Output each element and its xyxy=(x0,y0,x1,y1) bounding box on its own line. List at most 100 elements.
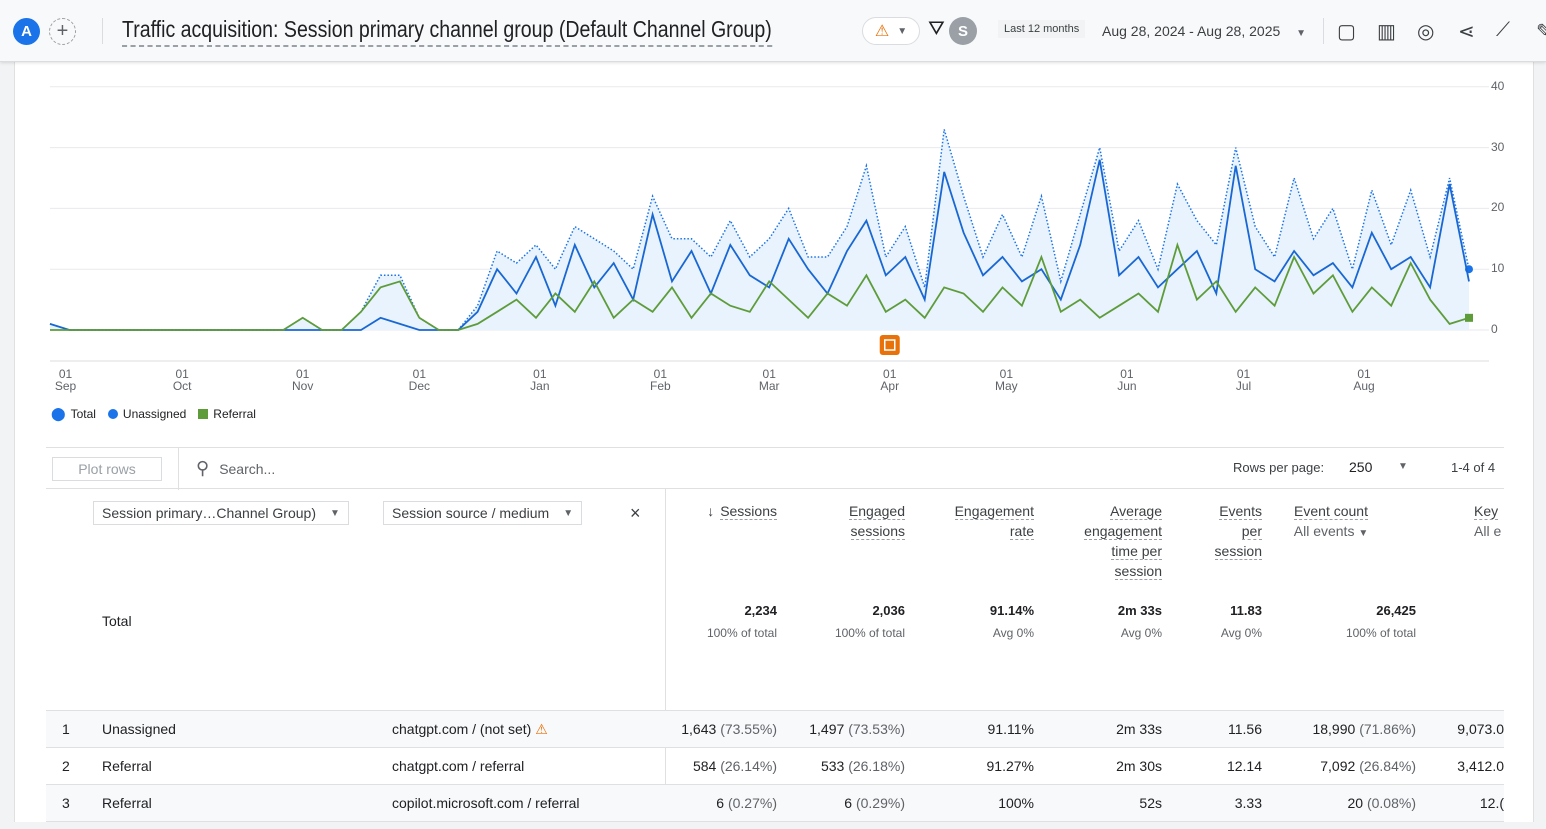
date-range-picker[interactable]: Aug 28, 2024 - Aug 28, 2025 ▼ xyxy=(1102,23,1306,39)
x-tick-label: 01 May xyxy=(986,368,1026,392)
filter-icon[interactable]: ⛛ xyxy=(928,18,945,40)
primary-dimension-select[interactable]: Session primary…Channel Group) ▼ xyxy=(93,501,349,525)
metric-value: 12.14 xyxy=(1226,758,1262,774)
total-value: 2,036 xyxy=(872,603,905,618)
trend-icon[interactable]: ⟋ xyxy=(1496,19,1510,41)
x-tick-label: 01 Sep xyxy=(46,368,86,392)
metric-value: 9,073.0 xyxy=(1457,721,1504,737)
x-tick-day: 01 xyxy=(175,367,189,381)
compare-icon[interactable]: ▥ xyxy=(1377,21,1396,43)
report-card: 01 Sep 01 Oct 01 Nov 01 Dec 01 Jan 01 Feb 01 Mar 01 Apr… xyxy=(14,62,1534,822)
header-text: engagement xyxy=(1084,523,1162,540)
metric-value: 2m 33s xyxy=(1116,721,1162,737)
x-tick-label: 01 Feb xyxy=(640,368,680,392)
x-tick-day: 01 xyxy=(1236,367,1251,381)
sort-arrow-icon: ↓ xyxy=(707,503,715,519)
chevron-down-icon: ▼ xyxy=(1296,28,1307,39)
header-subselect[interactable]: All e xyxy=(1474,523,1502,539)
notes-icon[interactable]: ▢ xyxy=(1337,21,1356,43)
metric-percent: (0.27%) xyxy=(727,795,777,811)
legend-total[interactable]: ⬤ Total xyxy=(51,406,96,422)
table-toolbar: Plot rows ⚲ Search... Rows per page: 250 … xyxy=(46,447,1504,490)
user-avatar[interactable]: S xyxy=(949,17,977,45)
data-table: Session primary…Channel Group) ▼ Session … xyxy=(46,489,1504,829)
secondary-dimension-select[interactable]: Session source / medium ▼ xyxy=(383,501,583,525)
metric-value: 2m 30s xyxy=(1116,758,1162,774)
total-subvalue: 100% of total xyxy=(706,626,777,640)
x-tick-day: 01 xyxy=(1357,367,1371,381)
column-header[interactable]: ↓ Sessions xyxy=(657,501,777,521)
insights-icon[interactable]: ◎ xyxy=(1417,21,1435,43)
x-tick-day: 01 xyxy=(412,367,426,381)
metric-cell: 91.11% xyxy=(988,721,1034,737)
x-tick-month: Aug xyxy=(1353,379,1375,393)
search-input[interactable]: ⚲ Search... xyxy=(196,458,275,479)
edit-icon[interactable]: ✎ xyxy=(1536,21,1546,43)
plot-rows-button[interactable]: Plot rows xyxy=(52,457,162,481)
x-tick-month: Jul xyxy=(1235,379,1252,393)
chevron-down-icon: ▼ xyxy=(563,507,574,519)
column-header[interactable]: Event count All events ▼ xyxy=(1271,501,1391,544)
y-tick-label: 20 xyxy=(1491,200,1505,215)
table-row[interactable]: 1 Unassigned chatgpt.com / (not set) ⚠ 1,64… xyxy=(46,710,1504,747)
metric-cell: 533 (26.18%) xyxy=(821,758,905,774)
metric-cell: 100% xyxy=(998,795,1034,811)
column-header[interactable]: Events per session xyxy=(1182,501,1262,561)
x-tick-month: Jan xyxy=(530,379,550,393)
legend-unassigned[interactable]: Unassigned xyxy=(107,407,186,421)
source-text: copilot.microsoft.com / referral xyxy=(392,795,580,811)
header-text: session xyxy=(1114,563,1162,580)
warning-icon[interactable]: ⚠ xyxy=(535,721,548,737)
avatar[interactable]: A xyxy=(13,18,40,45)
table-row[interactable]: 3 Referral copilot.microsoft.com / referra… xyxy=(46,784,1504,821)
source-cell: copilot.microsoft.com / referral xyxy=(392,795,580,811)
page-title[interactable]: Traffic acquisition: Session primary cha… xyxy=(122,16,772,47)
chart-legend: ⬤ Total Unassigned Referral xyxy=(51,406,256,422)
warning-button[interactable]: ⚠ ▼ xyxy=(862,17,920,45)
top-bar: A + Traffic acquisition: Session primary… xyxy=(0,0,1546,62)
x-tick-month: Jun xyxy=(1117,379,1137,393)
x-tick-label: 01 Mar xyxy=(749,368,789,392)
column-header[interactable]: Key All e xyxy=(1474,501,1504,541)
total-value: 26,425 xyxy=(1376,603,1416,618)
divider xyxy=(1323,18,1324,44)
date-preset-chip[interactable]: Last 12 months xyxy=(998,20,1086,38)
legend-referral[interactable]: Referral xyxy=(198,407,256,421)
header-text: rate xyxy=(1009,523,1034,540)
header-subselect[interactable]: All events xyxy=(1293,523,1355,539)
table-row[interactable]: 4Unassignedchatgpt.com / (none)4 (0.18%)… xyxy=(46,821,1504,829)
metric-value: 18,990 xyxy=(1312,721,1356,737)
add-comparison-button[interactable]: + xyxy=(49,18,76,45)
column-header[interactable]: Average engagement time per session xyxy=(1052,501,1162,581)
total-subvalue: 100% of total xyxy=(834,626,905,640)
rows-per-page-select[interactable]: 250 xyxy=(1349,459,1373,475)
dot-icon xyxy=(107,409,118,419)
series-area-total xyxy=(50,129,1469,330)
source-cell: chatgpt.com / (not set) ⚠ xyxy=(392,721,548,738)
table-row[interactable]: 2 Referral chatgpt.com / referral 584 (26.1… xyxy=(46,747,1504,784)
remove-dimension-button[interactable]: × xyxy=(630,503,641,523)
share-icon[interactable]: ⋖ xyxy=(1458,21,1475,43)
chevron-down-icon[interactable]: ▼ xyxy=(1398,461,1408,472)
x-tick-label: 01 Dec xyxy=(399,368,439,392)
column-header[interactable]: Engagement rate xyxy=(934,501,1034,541)
metric-value: 20 xyxy=(1347,795,1364,811)
annotation-glyph xyxy=(883,339,896,351)
chevron-down-icon: ▼ xyxy=(329,507,340,519)
metric-cell: 1,643 (73.55%) xyxy=(681,721,777,737)
series-end-marker xyxy=(1465,313,1473,322)
legend-label: Referral xyxy=(213,407,256,421)
x-tick-day: 01 xyxy=(653,367,668,381)
dimension-label: Session primary…Channel Group) xyxy=(102,505,316,521)
metric-cell: 7,092 (26.84%) xyxy=(1320,758,1416,774)
metric-percent: (26.84%) xyxy=(1359,758,1416,774)
x-tick-month: Sep xyxy=(54,379,77,393)
header-text: Key xyxy=(1474,503,1499,520)
x-tick-day: 01 xyxy=(1120,367,1134,381)
source-text: chatgpt.com / referral xyxy=(392,758,525,774)
metric-cell: 9,073.0 xyxy=(1455,721,1504,737)
x-tick-month: Oct xyxy=(172,379,192,393)
header-text: Engagement xyxy=(954,503,1034,520)
header-text: Engaged xyxy=(848,503,905,520)
column-header[interactable]: Engaged sessions xyxy=(805,501,905,541)
